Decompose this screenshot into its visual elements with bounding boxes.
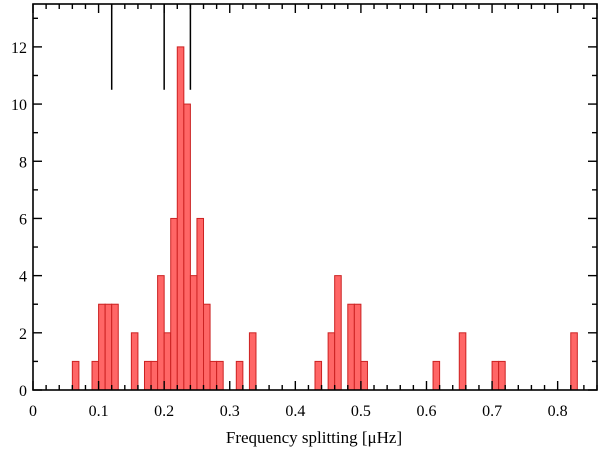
histogram-bar-29	[498, 360, 506, 391]
x-tick-label: 0.6	[416, 403, 436, 420]
x-tick-label: 0.3	[220, 403, 240, 420]
histogram-bar-26	[432, 360, 441, 391]
y-tick-label: 6	[19, 211, 27, 228]
x-tick-label: 0.7	[482, 403, 502, 420]
histogram-bar-22	[334, 275, 342, 391]
histogram-bar-10	[170, 217, 178, 391]
y-tick-label: 4	[19, 269, 27, 286]
histogram-bar-21	[327, 332, 336, 391]
histogram-bar-16	[209, 360, 218, 391]
histogram-bar-11	[176, 46, 185, 391]
plot-frame	[32, 3, 598, 391]
y-tick-label: 12	[11, 40, 27, 57]
histogram-bar-19	[248, 332, 257, 391]
histogram-bar-7	[150, 360, 159, 391]
histogram-bar-25	[360, 360, 368, 391]
axes-layer	[32, 3, 598, 391]
labels-layer: 0 0.1 0.2 0.3 0.4 0.5 0.6 0.7 0.8 0 2 4 6 8 10 12	[11, 40, 568, 420]
histogram-bar-5	[130, 332, 139, 391]
histogram-bar-24	[353, 303, 362, 391]
markers-layer	[110, 4, 192, 90]
histogram-bar-9	[163, 332, 172, 391]
histogram-bar-1	[91, 360, 100, 391]
histogram-bar-15	[203, 303, 211, 391]
x-tick-label: 0.5	[351, 403, 371, 420]
x-tick-label: 0	[29, 403, 37, 420]
x-tick-label: 0.8	[548, 403, 568, 420]
histogram-bar-17	[216, 360, 224, 391]
histogram-bar-18	[235, 360, 244, 391]
histogram-bar-14	[196, 217, 205, 391]
histogram-bar-4	[111, 303, 119, 391]
histogram-bar-28	[491, 360, 500, 391]
histogram-bar-27	[458, 332, 467, 391]
histogram-bar-13	[189, 275, 198, 391]
y-tick-label: 8	[19, 154, 27, 171]
histogram-bar-0	[71, 360, 80, 391]
y-tick-label: 2	[19, 326, 27, 343]
x-axis-title: Frequency splitting [μHz]	[226, 428, 402, 447]
x-tick-label: 0.2	[154, 403, 174, 420]
x-tick-label: 0.4	[285, 403, 305, 420]
bars-layer	[71, 46, 578, 391]
y-tick-label: 10	[11, 97, 27, 114]
histogram-bar-12	[183, 103, 191, 391]
histogram-bar-6	[143, 360, 152, 391]
histogram-bar-23	[347, 303, 355, 391]
histogram-bar-3	[104, 303, 113, 391]
x-tick-label: 0.1	[89, 403, 109, 420]
histogram-bar-2	[98, 303, 106, 391]
histogram-bar-30	[570, 332, 578, 391]
histogram-bar-8	[157, 275, 165, 391]
y-tick-label: 0	[19, 383, 27, 400]
histogram-bar-20	[314, 360, 323, 391]
